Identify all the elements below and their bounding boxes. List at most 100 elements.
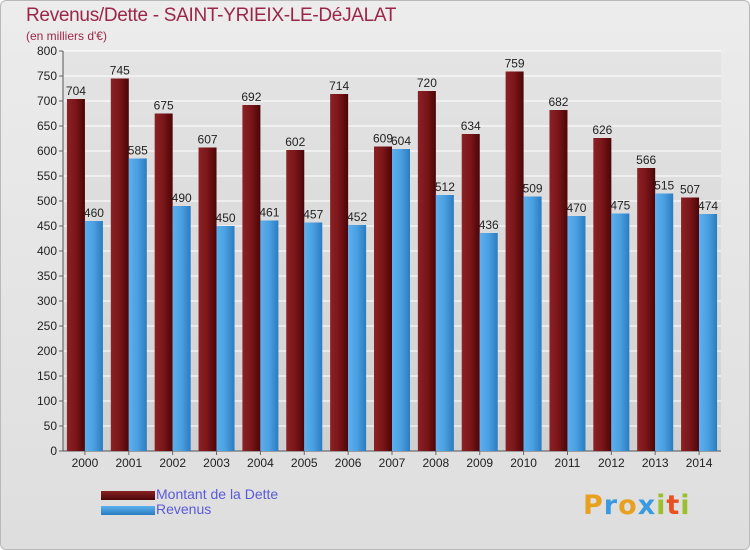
bar-revenus [392, 149, 410, 451]
bar-dette [330, 94, 349, 451]
x-tick-label: 2005 [291, 456, 318, 470]
y-tick-label: 300 [37, 294, 57, 308]
logo-letter: x [637, 490, 657, 521]
y-tick-label: 150 [37, 369, 57, 383]
data-label-revenus: 461 [259, 206, 279, 220]
logo-letter: t [666, 490, 681, 521]
bar-dette [549, 110, 568, 451]
logo-letter: P [583, 490, 604, 521]
bar-revenus [172, 206, 191, 451]
bar-revenus [216, 226, 235, 451]
bar-revenus [84, 221, 103, 451]
y-tick-label: 800 [37, 44, 57, 58]
bar-dette [681, 197, 700, 451]
x-tick-label: 2008 [423, 456, 450, 470]
data-label-dette: 507 [680, 183, 700, 197]
bar-revenus [523, 196, 542, 451]
y-tick-label: 50 [44, 419, 58, 433]
data-label-revenus: 470 [566, 201, 586, 215]
x-tick-label: 2003 [203, 456, 230, 470]
y-tick-label: 350 [37, 269, 57, 283]
bar-revenus [128, 158, 147, 451]
bar-dette [154, 113, 173, 451]
data-label-revenus: 452 [347, 210, 367, 224]
data-label-revenus: 515 [654, 179, 674, 193]
y-tick-label: 550 [37, 169, 57, 183]
data-label-revenus: 457 [303, 208, 323, 222]
chart-title: Revenus/Dette - SAINT-YRIEIX-LE-DéJALAT [26, 5, 397, 26]
x-tick-label: 2009 [466, 456, 493, 470]
data-label-dette: 602 [285, 135, 305, 149]
data-label-revenus: 475 [610, 199, 630, 213]
x-tick-label: 2004 [247, 456, 274, 470]
bar-dette [637, 168, 656, 451]
x-tick-label: 2002 [159, 456, 186, 470]
y-tick-label: 750 [37, 69, 57, 83]
x-tick-label: 2012 [598, 456, 625, 470]
bar-revenus [611, 213, 630, 451]
data-label-dette: 745 [110, 64, 130, 78]
data-label-dette: 607 [198, 133, 218, 147]
data-label-revenus: 460 [84, 206, 104, 220]
x-tick-label: 2007 [379, 456, 406, 470]
data-label-dette: 692 [241, 90, 261, 104]
data-label-dette: 609 [373, 132, 393, 146]
bar-revenus [260, 220, 279, 451]
bar-revenus [479, 233, 498, 451]
data-label-dette: 720 [417, 76, 437, 90]
logo-letter: i [656, 490, 667, 521]
data-label-dette: 566 [636, 153, 656, 167]
data-label-revenus: 585 [128, 144, 148, 158]
legend-swatch-revenus [101, 506, 155, 515]
data-label-dette: 675 [154, 99, 174, 113]
data-label-revenus: 474 [698, 199, 718, 213]
bar-dette [461, 134, 480, 451]
y-tick-label: 0 [50, 444, 57, 458]
x-tick-label: 2013 [642, 456, 669, 470]
y-tick-label: 600 [37, 144, 57, 158]
data-label-dette: 634 [461, 119, 481, 133]
bar-revenus [304, 222, 323, 451]
bar-dette [198, 147, 217, 451]
bar-dette [110, 78, 129, 451]
data-label-dette: 626 [592, 123, 612, 137]
data-label-revenus: 490 [172, 191, 192, 205]
x-tick-label: 2011 [555, 456, 581, 470]
y-tick-label: 450 [37, 219, 57, 233]
y-tick-label: 500 [37, 194, 57, 208]
bar-revenus [435, 195, 454, 451]
logo-letter: o [618, 490, 638, 521]
y-tick-label: 100 [37, 394, 57, 408]
data-label-revenus: 604 [391, 134, 411, 148]
bar-dette [66, 99, 85, 451]
y-tick-label: 650 [37, 119, 57, 133]
bar-dette [374, 146, 392, 451]
data-label-revenus: 512 [435, 180, 455, 194]
bar-dette [242, 105, 261, 451]
bar-dette [417, 91, 436, 451]
data-label-dette: 682 [548, 95, 568, 109]
bar-revenus [348, 225, 367, 451]
proxiti-logo: Proxiti [583, 490, 691, 521]
legend-label-revenus: Revenus [156, 501, 212, 517]
logo-letter: i [680, 490, 691, 521]
data-label-dette: 759 [505, 57, 525, 71]
y-tick-label: 400 [37, 244, 57, 258]
bar-dette [286, 150, 305, 451]
x-tick-label: 2006 [335, 456, 362, 470]
y-tick-label: 250 [37, 319, 57, 333]
x-tick-label: 2001 [115, 456, 142, 470]
data-label-revenus: 509 [523, 182, 543, 196]
data-label-dette: 714 [329, 79, 349, 93]
bar-revenus [567, 216, 586, 451]
chart-subtitle: (en milliers d'€) [26, 29, 107, 43]
data-label-revenus: 436 [479, 218, 499, 232]
bar-revenus [655, 193, 674, 451]
data-label-dette: 704 [66, 84, 86, 98]
logo-letter: r [603, 490, 619, 521]
bar-dette [593, 138, 612, 451]
y-tick-label: 700 [37, 94, 57, 108]
legend-swatch-dette [101, 491, 155, 500]
